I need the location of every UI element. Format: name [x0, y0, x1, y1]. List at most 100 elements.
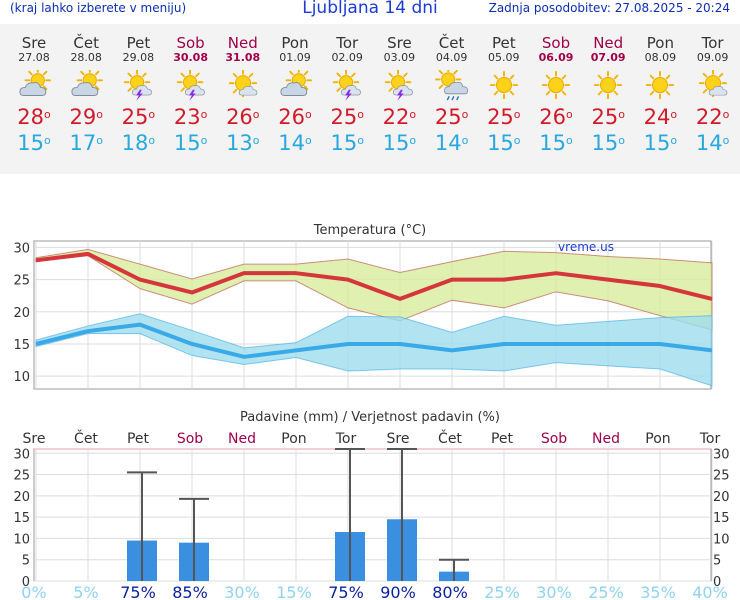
max-temp-value: 28 — [17, 105, 44, 129]
forecast-day: Sre 27.08 28o 15o — [8, 24, 60, 156]
degree-sign: o — [200, 108, 208, 121]
day-name: Čet — [73, 34, 99, 52]
sun-light-cloud-icon — [698, 70, 727, 98]
max-temp: 29o — [60, 104, 112, 130]
degree-sign: o — [461, 134, 469, 147]
day-name: Ned — [227, 34, 258, 52]
precip-day-label: Pon — [281, 431, 306, 447]
precip-tick-label-left: 10 — [13, 532, 30, 547]
min-temp-value: 15 — [487, 131, 514, 155]
sun-thunder-icon — [385, 70, 414, 102]
precip-probability: 35% — [640, 583, 676, 600]
forecast-day: Ned 07.09 25o 15o — [582, 24, 634, 156]
sun-icon — [594, 70, 623, 100]
min-temp-point — [503, 343, 505, 345]
forecast-day: Tor 09.09 22o 14o — [687, 24, 739, 156]
day-date: 29.08 — [122, 51, 155, 64]
precip-probability: 0% — [21, 583, 46, 600]
max-temp-value: 22 — [695, 105, 723, 129]
precip-tick-label-left: 15 — [13, 511, 30, 526]
max-temp-value: 22 — [382, 105, 410, 129]
day-date: 04.09 — [435, 51, 468, 64]
max-temp-point — [659, 285, 661, 287]
precip-probability: 75% — [120, 583, 156, 600]
degree-sign: o — [670, 134, 678, 147]
precip-day-label: Sob — [177, 431, 203, 447]
day-date: 01.09 — [279, 51, 311, 64]
max-temp-value: 25 — [330, 105, 358, 129]
min-temp-point — [659, 343, 661, 345]
temp-tick-label: 10 — [13, 370, 30, 385]
forecast-day: Pon 01.09 26o 14o — [269, 24, 321, 156]
max-temp-point — [607, 279, 609, 281]
watermark: vreme.us — [558, 240, 614, 254]
degree-sign: o — [44, 134, 51, 147]
max-temp: 22o — [373, 104, 425, 130]
precip-tick-label-right: 20 — [713, 490, 730, 505]
max-temp-point — [555, 272, 557, 274]
degree-sign: o — [409, 134, 417, 147]
min-temp-point — [295, 349, 297, 351]
degree-sign: o — [513, 134, 521, 147]
degree-sign: o — [252, 108, 260, 121]
day-date: 02.09 — [331, 51, 363, 64]
max-temp: 25o — [112, 104, 164, 130]
precip-tick-label-right: 15 — [713, 511, 730, 526]
forecast-day: Tor 02.09 25o 15o — [321, 24, 373, 156]
day-name: Pon — [646, 34, 674, 52]
precip-probability: 75% — [328, 583, 364, 600]
max-temp-point — [243, 272, 245, 274]
max-temp-point — [139, 279, 141, 281]
sun-cloud-icon — [280, 70, 312, 96]
min-temp-range-band — [35, 313, 713, 387]
min-temp-value: 18 — [121, 131, 149, 155]
precip-tick-label-left: 0 — [22, 575, 30, 590]
max-temp: 25o — [426, 104, 478, 130]
sun-cloud-icon — [19, 70, 51, 96]
day-name: Sob — [176, 34, 205, 52]
sun-icon — [489, 70, 518, 100]
min-temp: 15o — [530, 130, 582, 156]
degree-sign: o — [44, 108, 51, 121]
max-temp: 26o — [217, 104, 269, 130]
day-name: Ned — [593, 34, 624, 52]
forecast-day: Pon 08.09 24o 15o — [634, 24, 686, 156]
forecast-day: Sob 30.08 23o 15o — [165, 24, 217, 156]
min-temp: 15o — [373, 130, 425, 156]
precip-probability: 80% — [432, 583, 468, 600]
temp-tick-label: 15 — [13, 338, 30, 353]
min-temp-value: 14 — [695, 131, 723, 155]
max-temp: 22o — [687, 104, 739, 130]
degree-sign: o — [305, 134, 312, 147]
min-temp-point — [87, 330, 89, 332]
min-temp: 14o — [687, 130, 739, 156]
degree-sign: o — [200, 134, 208, 147]
min-temp-point — [399, 343, 401, 345]
precip-day-label: Pon — [645, 431, 670, 447]
day-date: 06.09 — [538, 51, 574, 64]
max-temp-value: 24 — [643, 105, 671, 129]
day-date: 31.08 — [225, 51, 261, 64]
degree-sign: o — [722, 134, 730, 147]
max-temp: 26o — [530, 104, 582, 130]
precip-day-label: Sob — [541, 431, 567, 447]
sun-rain-icon — [434, 70, 468, 101]
min-temp: 17o — [60, 130, 112, 156]
degree-sign: o — [670, 108, 678, 121]
max-temp: 24o — [634, 104, 686, 130]
temp-tick-label: 25 — [13, 274, 30, 289]
min-temp-value: 15 — [382, 131, 410, 155]
min-temp-value: 15 — [330, 131, 358, 155]
sun-icon — [541, 70, 571, 100]
forecast-day: Čet 04.09 25o 14o — [426, 24, 478, 156]
min-temp: 15o — [634, 130, 686, 156]
degree-sign: o — [566, 108, 573, 121]
sun-light-cloud-icon — [228, 70, 258, 98]
day-date: 03.09 — [383, 51, 416, 64]
precip-probability: 90% — [380, 583, 416, 600]
temp-tick-label: 20 — [13, 306, 30, 321]
min-temp-value: 14 — [278, 131, 305, 155]
degree-sign: o — [409, 108, 417, 121]
sun-icon — [646, 70, 675, 100]
min-temp-value: 14 — [434, 131, 462, 155]
